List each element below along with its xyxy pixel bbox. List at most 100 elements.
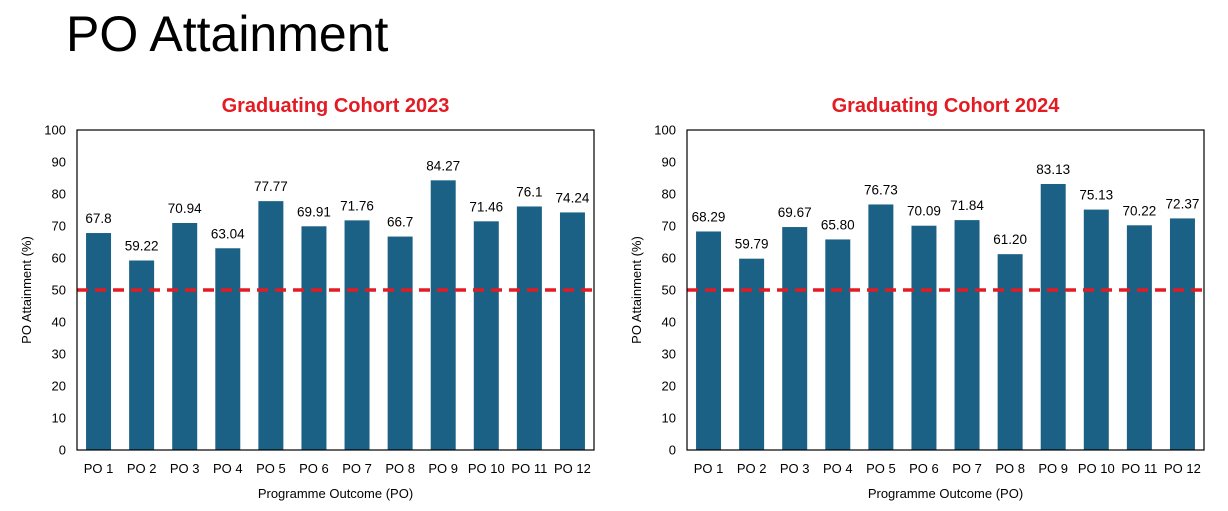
x-tick-label: PO 3 xyxy=(170,461,200,476)
x-tick-label: PO 11 xyxy=(1121,461,1157,476)
x-tick-label: PO 2 xyxy=(737,461,767,476)
data-label: 70.22 xyxy=(1122,203,1156,218)
x-tick-label: PO 8 xyxy=(995,461,1025,476)
x-tick-label: PO 1 xyxy=(694,461,724,476)
bar xyxy=(516,206,542,450)
bar xyxy=(911,225,937,450)
chart-cohort-2024: Graduating Cohort 2024 0 10 20 30 40 50 60 70 80 9… xyxy=(629,95,1205,501)
bar xyxy=(1040,183,1066,450)
bar xyxy=(387,236,413,450)
x-tick-label: PO 12 xyxy=(1164,461,1201,476)
plot-area-frame xyxy=(686,129,1205,451)
bar xyxy=(129,260,155,450)
data-label: 59.79 xyxy=(735,237,769,252)
x-tick-label: PO 5 xyxy=(256,461,286,476)
y-tick-label: 10 xyxy=(662,411,676,426)
plot-area-frame xyxy=(76,129,595,451)
chart-title: Graduating Cohort 2023 xyxy=(222,95,450,117)
data-label: 76.1 xyxy=(516,184,542,199)
x-tick-label: PO 10 xyxy=(468,461,505,476)
bar xyxy=(1169,218,1195,450)
y-tick-label: 50 xyxy=(662,283,676,298)
data-label: 72.37 xyxy=(1166,196,1200,211)
x-tick-label: PO 2 xyxy=(127,461,157,476)
data-label: 74.24 xyxy=(556,190,590,205)
data-label: 71.76 xyxy=(340,198,374,213)
bar xyxy=(954,220,980,450)
y-tick-label: 0 xyxy=(669,443,676,458)
data-label: 71.84 xyxy=(950,198,984,213)
x-tick-label: PO 6 xyxy=(909,461,939,476)
y-tick-label: 80 xyxy=(52,187,66,202)
page-title: PO Attainment xyxy=(66,6,389,62)
bar xyxy=(215,248,241,450)
bar xyxy=(997,254,1023,450)
x-tick-label: PO 6 xyxy=(299,461,329,476)
x-tick-label: PO 7 xyxy=(342,461,372,476)
y-tick-label: 70 xyxy=(662,219,676,234)
bar xyxy=(1126,225,1152,450)
bar xyxy=(344,220,370,450)
y-tick-label: 90 xyxy=(662,155,676,170)
x-tick-label: PO 4 xyxy=(823,461,853,476)
y-tick-label: 10 xyxy=(52,411,66,426)
y-axis-label: PO Attainment (%) xyxy=(629,236,644,344)
data-label: 75.13 xyxy=(1079,188,1113,203)
y-tick-label: 20 xyxy=(662,379,676,394)
x-tick-label: PO 5 xyxy=(866,461,896,476)
bar xyxy=(825,239,851,450)
data-label: 59.22 xyxy=(125,238,159,253)
bar xyxy=(301,226,327,450)
y-tick-label: 30 xyxy=(662,347,676,362)
data-label: 61.20 xyxy=(993,232,1027,247)
data-label: 77.77 xyxy=(254,179,288,194)
y-tick-label: 60 xyxy=(662,251,676,266)
x-axis-label: Programme Outcome (PO) xyxy=(868,486,1023,501)
x-tick-label: PO 11 xyxy=(511,461,547,476)
chart-title: Graduating Cohort 2024 xyxy=(832,95,1061,117)
data-label: 70.94 xyxy=(168,201,202,216)
y-tick-label: 100 xyxy=(654,123,676,138)
bar xyxy=(696,231,722,450)
data-label: 63.04 xyxy=(211,226,245,241)
y-tick-label: 30 xyxy=(52,347,66,362)
bar xyxy=(430,180,456,450)
y-tick-label: 80 xyxy=(662,187,676,202)
bar xyxy=(473,221,499,450)
y-tick-label: 60 xyxy=(52,251,66,266)
x-tick-label: PO 3 xyxy=(780,461,810,476)
data-label: 83.13 xyxy=(1036,162,1070,177)
x-axis-label: Programme Outcome (PO) xyxy=(258,486,413,501)
bar xyxy=(1083,209,1109,450)
data-label: 67.8 xyxy=(85,211,111,226)
bar xyxy=(782,227,808,450)
data-label: 66.7 xyxy=(387,215,413,230)
x-tick-label: PO 9 xyxy=(1038,461,1068,476)
y-tick-label: 90 xyxy=(52,155,66,170)
y-tick-label: 70 xyxy=(52,219,66,234)
x-tick-label: PO 9 xyxy=(428,461,458,476)
bar xyxy=(739,258,765,450)
bar xyxy=(559,212,585,450)
chart-cohort-2023: Graduating Cohort 2023 0 10 20 30 40 50 60 70 80 9… xyxy=(19,95,595,501)
y-tick-label: 100 xyxy=(44,123,66,138)
data-label: 84.27 xyxy=(426,158,460,173)
data-label: 70.09 xyxy=(907,204,941,219)
x-tick-label: PO 12 xyxy=(554,461,591,476)
data-label: 76.73 xyxy=(864,182,898,197)
x-tick-label: PO 7 xyxy=(952,461,982,476)
x-tick-label: PO 1 xyxy=(84,461,114,476)
data-label: 71.46 xyxy=(469,199,503,214)
x-tick-label: PO 10 xyxy=(1078,461,1115,476)
y-tick-label: 40 xyxy=(52,315,66,330)
data-label: 68.29 xyxy=(692,209,726,224)
x-tick-label: PO 4 xyxy=(213,461,243,476)
y-axis-label: PO Attainment (%) xyxy=(19,236,34,344)
y-tick-label: 0 xyxy=(59,443,66,458)
data-label: 69.91 xyxy=(297,204,331,219)
bar xyxy=(258,201,284,450)
x-tick-label: PO 8 xyxy=(385,461,415,476)
y-tick-label: 20 xyxy=(52,379,66,394)
data-label: 69.67 xyxy=(778,205,812,220)
y-tick-label: 50 xyxy=(52,283,66,298)
